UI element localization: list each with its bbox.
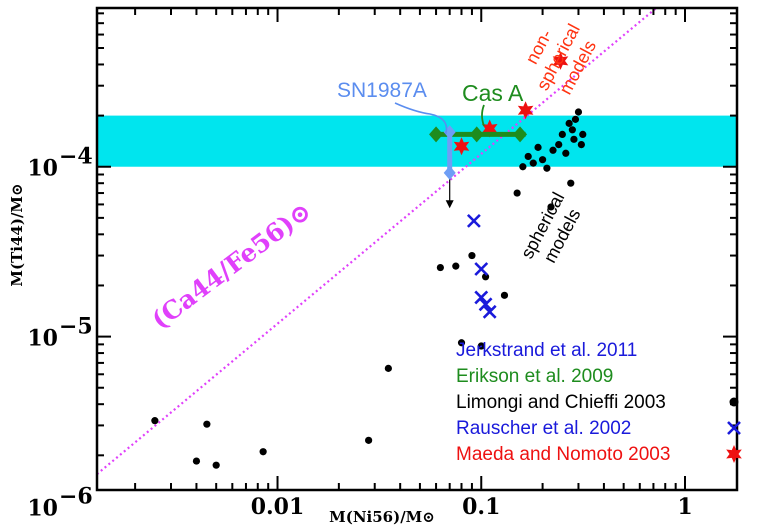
point-limongi-chieffi [452,262,460,270]
x-tick-label: 0.1 [462,494,500,520]
point-limongi-chieffi [529,159,537,167]
y-tick-label-exponent: −6 [59,483,93,509]
point-maeda-nomoto [481,119,498,138]
y-tick-label-exponent: −4 [59,144,93,170]
point-limongi-chieffi [524,152,532,161]
point-rauscher [478,297,493,312]
point-limongi-chieffi [384,364,392,372]
point-maeda-nomoto [552,51,569,70]
point-rauscher [466,213,481,228]
measurement-band [97,115,737,167]
x-axis-title: M(Ni56)/M⊙ [329,508,435,526]
y-tick-label-base: 10 [27,156,58,182]
legend-entry: Erikson et al. 2009 [456,366,613,387]
sn1987a-pointer [394,102,448,135]
point-limongi-chieffi [500,291,509,299]
point-limongi-chieffi [259,448,267,456]
point-limongi-chieffi [468,251,476,260]
point-limongi-chieffi [481,273,490,281]
solar-ratio-label: (Ca44/Fe56)⊙ [146,196,317,335]
point-rauscher [474,262,489,276]
legend-entry: Jerkstrand et al. 2011 [456,340,637,361]
point-maeda-nomoto [517,101,534,120]
point-limongi-chieffi [579,130,587,139]
x-tick-label: 0.01 [251,494,305,520]
point-limongi-chieffi [151,417,159,425]
point-limongi-chieffi [192,457,201,465]
point-limongi-chieffi [558,130,566,139]
point-limongi-chieffi [365,436,373,444]
point-limongi-chieffi [567,179,575,187]
point-maeda-nomoto [453,137,470,156]
point-limongi-chieffi [513,189,521,197]
legend-marker-circle [729,397,739,407]
axes-layer: 0.01 0.1 110−610−510 −4M(Ni56)/M⊙M(Ti44)/M⊙ [8,6,739,526]
point-limongi-chieffi [534,143,542,151]
legend: Jerkstrand et al. 2011 Erikson et al. 200… [456,340,742,465]
point-rauscher [482,304,497,319]
legend-entry: Limongi and Chieffi 2003 [456,392,666,413]
point-limongi-chieffi [547,203,555,211]
point-rauscher [474,290,489,305]
point-limongi-chieffi [570,135,578,143]
sn1987a-arrowhead [445,200,454,209]
legend-entry: Maeda and Nomoto 2003 [456,444,670,465]
point-limongi-chieffi [549,146,557,154]
point-limongi-chieffi [212,461,220,469]
point-limongi-chieffi [571,115,580,123]
point-limongi-chieffi [574,108,583,116]
point-limongi-chieffi [477,342,485,350]
point-limongi-chieffi [577,140,585,149]
cas-a-diamond [469,126,484,143]
cas-a-diamond [429,126,444,143]
y-tick-label-base: 10 [27,326,58,352]
solar-ratio-line [97,8,659,475]
cas-a-pointer [481,104,485,127]
point-limongi-chieffi [519,163,527,171]
legend-entry: Rauscher et al. 2002 [456,418,631,439]
y-axis-title: M(Ti44)/M⊙ [8,183,26,286]
point-limongi-chieffi [562,149,570,157]
legend-marker-x [727,421,741,435]
y-tick-label-exponent: −5 [59,314,93,340]
plot-frame [95,6,739,492]
y-tick-label-base: 10 [27,495,58,521]
point-limongi-chieffi [457,339,466,347]
point-limongi-chieffi [568,126,576,134]
series-layer [151,51,587,469]
x-tick-label: 1 [677,494,692,520]
measurement-layer [429,125,528,209]
point-limongi-chieffi [543,164,551,172]
legend-marker-star [726,445,742,463]
point-limongi-chieffi [436,263,444,272]
cas-a-diamond [513,126,528,143]
point-limongi-chieffi [565,119,573,127]
sn1987a-label: SN1987A [337,79,427,102]
band-layer [97,115,737,167]
sn1987a-diamond-bottom [443,165,456,180]
point-limongi-chieffi [203,420,211,428]
cas-a-label: Cas A [462,80,524,106]
point-limongi-chieffi [555,140,563,149]
point-limongi-chieffi [538,156,547,164]
